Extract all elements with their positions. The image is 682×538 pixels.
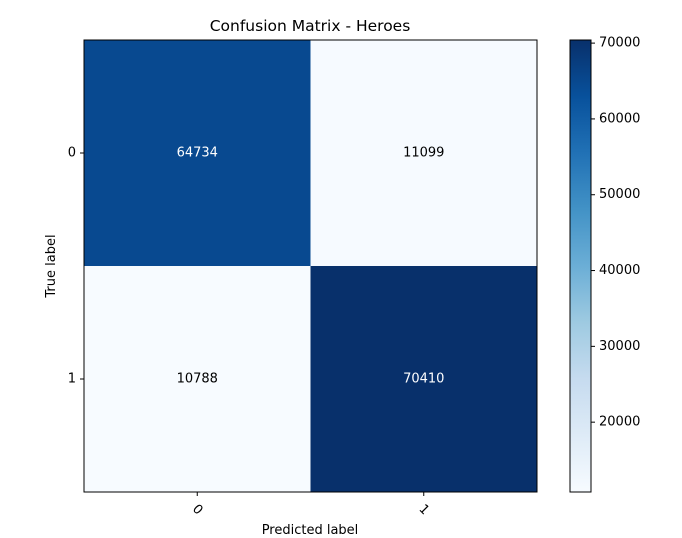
cell-value-label: 10788 [177, 372, 218, 387]
y-tick-label: 1 [68, 372, 76, 387]
heatmap-cell [310, 40, 537, 266]
chart-title: Confusion Matrix - Heroes [210, 17, 411, 35]
plot-frame [83, 39, 538, 493]
cell-value-label: 70410 [403, 372, 444, 387]
heatmap-cells [84, 40, 537, 492]
colorbar-gradient [570, 40, 591, 492]
y-tick-label: 0 [68, 146, 76, 161]
colorbar-tick-label: 70000 [599, 36, 640, 51]
cell-value-label: 64734 [177, 146, 218, 161]
x-tick-label: 0 [189, 502, 205, 518]
x-tick-label: 1 [416, 502, 432, 518]
colorbar-tick-label: 30000 [599, 339, 640, 354]
colorbar-tick-label: 60000 [599, 111, 640, 126]
x-axis-label: Predicted label [262, 523, 359, 538]
colorbar-tick-label: 50000 [599, 187, 640, 202]
cell-value-labels: 64734 11099 10788 70410 [177, 146, 445, 387]
cell-value-label: 11099 [403, 146, 444, 161]
colorbar-frame [569, 39, 592, 493]
y-axis-label: True label [44, 234, 59, 298]
colorbar-tick-label: 40000 [599, 263, 640, 278]
colorbar-tick-label: 20000 [599, 415, 640, 430]
y-axis-ticks: 01 [68, 146, 84, 387]
heatmap-cell [84, 266, 311, 492]
heatmap-cell [310, 266, 537, 492]
colorbar-ticks: 20000 30000 40000 50000 60000 70000 [591, 36, 640, 430]
heatmap-cell [84, 40, 311, 266]
